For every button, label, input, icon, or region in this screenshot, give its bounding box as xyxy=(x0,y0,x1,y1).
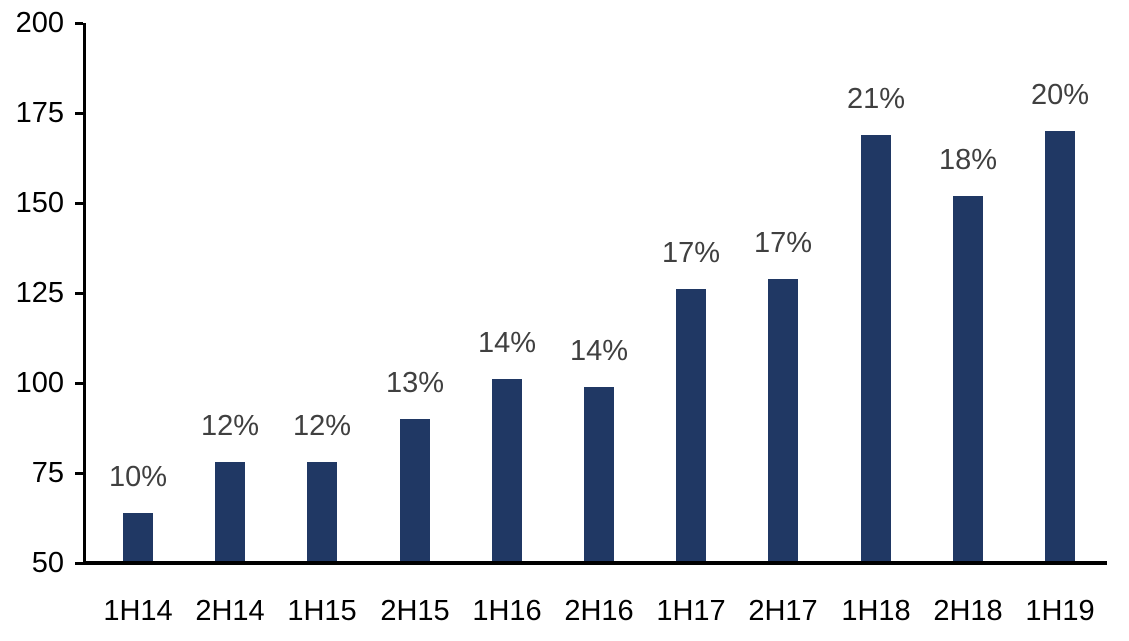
x-axis-tick-label: 2H15 xyxy=(380,595,450,627)
x-axis-tick-label: 1H16 xyxy=(472,595,542,627)
y-axis-tick-label: 50 xyxy=(31,547,64,579)
x-axis-tick-label: 2H16 xyxy=(564,595,634,627)
bar-value-label: 12% xyxy=(200,410,260,442)
x-axis-tick-label: 1H17 xyxy=(656,595,726,627)
x-axis-tick-label: 1H15 xyxy=(287,595,357,627)
y-axis-tick xyxy=(75,382,83,385)
x-axis-tick-label: 1H19 xyxy=(1025,595,1095,627)
y-axis-tick-label: 150 xyxy=(15,187,64,219)
bar-value-label: 18% xyxy=(938,144,998,176)
x-axis-tick-label: 2H14 xyxy=(195,595,265,627)
bar-1H16 xyxy=(492,379,522,563)
y-axis-tick-label: 125 xyxy=(15,277,64,309)
bar-1H14 xyxy=(123,513,153,563)
bar-2H14 xyxy=(215,462,245,563)
bar-1H17 xyxy=(676,289,706,563)
x-axis-tick-label: 2H17 xyxy=(748,595,818,627)
x-axis-line xyxy=(83,561,1107,565)
bar-value-label: 12% xyxy=(292,410,352,442)
y-axis-tick-label: 175 xyxy=(15,97,64,129)
bar-2H15 xyxy=(400,419,430,563)
bar-1H18 xyxy=(861,135,891,563)
bar-2H16 xyxy=(584,387,614,563)
bar-value-label: 14% xyxy=(569,335,629,367)
bar-value-label: 14% xyxy=(477,327,537,359)
bar-value-label: 17% xyxy=(753,227,813,259)
y-axis-tick xyxy=(75,112,83,115)
bar-2H18 xyxy=(953,196,983,563)
y-axis-tick xyxy=(75,472,83,475)
y-axis-tick xyxy=(75,562,83,565)
bar-value-label: 17% xyxy=(661,237,721,269)
bar-1H19 xyxy=(1045,131,1075,563)
x-axis-tick-label: 2H18 xyxy=(933,595,1003,627)
y-axis-line xyxy=(83,23,86,565)
bar-value-label: 20% xyxy=(1030,79,1090,111)
y-axis-tick-label: 100 xyxy=(15,367,64,399)
y-axis-tick xyxy=(75,22,83,25)
bar-value-label: 10% xyxy=(108,461,168,493)
x-axis-tick-label: 1H14 xyxy=(103,595,173,627)
bar-1H15 xyxy=(307,462,337,563)
bar-2H17 xyxy=(768,279,798,563)
bar-value-label: 13% xyxy=(385,367,445,399)
y-axis-tick-label: 75 xyxy=(31,457,64,489)
x-axis-tick-label: 1H18 xyxy=(841,595,911,627)
y-axis-tick xyxy=(75,292,83,295)
bar-value-label: 21% xyxy=(846,83,906,115)
y-axis-tick-label: 200 xyxy=(15,7,64,39)
y-axis-tick xyxy=(75,202,83,205)
